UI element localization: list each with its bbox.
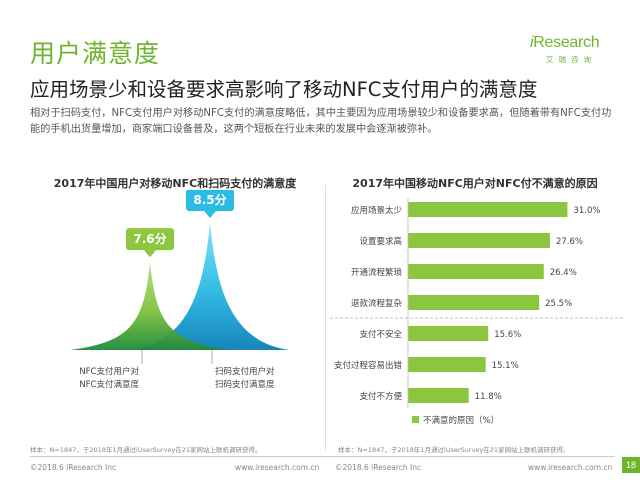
logo-wordmark: iResearch	[530, 34, 600, 51]
score-label-qr: 8.5分	[193, 192, 226, 207]
bar-row: 退款流程复杂 25.5%	[351, 295, 572, 310]
bar-category-label: 支付不方便	[359, 391, 402, 402]
peak-nfc	[70, 262, 230, 350]
legend-line-nfc-1: NFC支付满意度	[79, 379, 139, 390]
score-label-nfc: 7.6分	[133, 231, 166, 246]
bar-category-label: 应用场景太少	[351, 205, 403, 216]
bar	[408, 357, 486, 372]
bar-category-label: 退款流程复杂	[351, 298, 403, 309]
iresearch-logo: iResearch 艾瑞咨询	[530, 34, 610, 74]
page-title: 用户满意度	[30, 39, 161, 68]
footer-url-left: www.iresearch.com.cn	[235, 463, 320, 472]
bar-legend-swatch	[412, 416, 419, 423]
legend-line-qr-0: 扫码支付用户对	[215, 366, 275, 377]
bar-row: 设置要求高 27.6%	[359, 233, 583, 248]
bar	[408, 264, 544, 279]
right-chart-title: 2017年中国移动NFC用户对NFC付不满意的原因	[352, 177, 598, 190]
bar-legend: 不满意的原因（%）	[412, 415, 499, 426]
bar	[408, 388, 469, 403]
page-description: 相对于扫码支付，NFC支付用户对移动NFC支付的满意度略低，其中主要因为应用场景…	[30, 108, 612, 135]
bar-category-label: 开通流程繁琐	[351, 267, 403, 278]
bar	[408, 202, 568, 217]
dissatisfaction-bar-chart: 应用场景太少 31.0% 设置要求高 27.6% 开通流程繁琐 26.4% 退款流程复杂 25…	[330, 198, 625, 426]
legend-line-nfc-0: NFC支付用户对	[79, 366, 139, 377]
peak-qr	[130, 223, 290, 350]
footer-copyright-right: ©2018.6 iResearch Inc	[335, 463, 422, 472]
footer-copyright-left: ©2018.6 iResearch Inc	[30, 463, 117, 472]
logo-subtitle: 艾瑞咨询	[546, 55, 596, 64]
bar-row: 支付过程容易出错 15.1%	[334, 357, 519, 372]
score-bubble-nfc: 7.6分	[126, 228, 174, 258]
footer-url-right: www.iresearch.com.cn	[528, 463, 613, 472]
bar-legend-label: 不满意的原因（%）	[423, 415, 499, 426]
bar	[408, 326, 489, 341]
bar-row: 支付不安全 15.6%	[359, 326, 521, 341]
left-chart-title: 2017年中国用户对移动NFC和扫码支付的满意度	[53, 177, 297, 190]
bar-value-label: 27.6%	[556, 237, 583, 247]
bar-value-label: 15.6%	[494, 330, 521, 340]
chart-divider	[325, 185, 326, 450]
page-number: 18	[622, 457, 640, 473]
bar-value-label: 15.1%	[492, 361, 519, 371]
bar-category-label: 支付过程容易出错	[334, 360, 403, 371]
bar-row: 开通流程繁琐 26.4%	[351, 264, 577, 279]
left-sample-note: 样本：N=1847，于2018年1月通过iUserSurvey在21家网站上联机…	[30, 446, 262, 454]
bar-row: 支付不方便 11.8%	[359, 388, 502, 403]
legend-nfc: NFC支付用户对 NFC支付满意度	[79, 350, 143, 390]
bar-value-label: 31.0%	[573, 206, 600, 216]
score-bubble-qr: 8.5分	[186, 190, 234, 219]
bar-value-label: 25.5%	[545, 299, 572, 309]
bar	[408, 233, 550, 248]
legend-line-qr-1: 扫码支付满意度	[215, 379, 275, 390]
bar-value-label: 26.4%	[550, 268, 577, 278]
bar-category-label: 设置要求高	[359, 236, 402, 247]
bar-value-label: 11.8%	[475, 392, 502, 402]
bar	[408, 295, 540, 310]
page-subtitle: 应用场景少和设备要求高影响了移动NFC支付用户的满意度	[30, 78, 538, 101]
bar-category-label: 支付不安全	[359, 329, 402, 340]
bar-row: 应用场景太少 31.0%	[351, 202, 600, 217]
right-sample-note: 样本：N=1847，于2018年1月通过iUserSurvey在21家网站上联机…	[338, 446, 570, 454]
footer-divider	[30, 456, 615, 457]
